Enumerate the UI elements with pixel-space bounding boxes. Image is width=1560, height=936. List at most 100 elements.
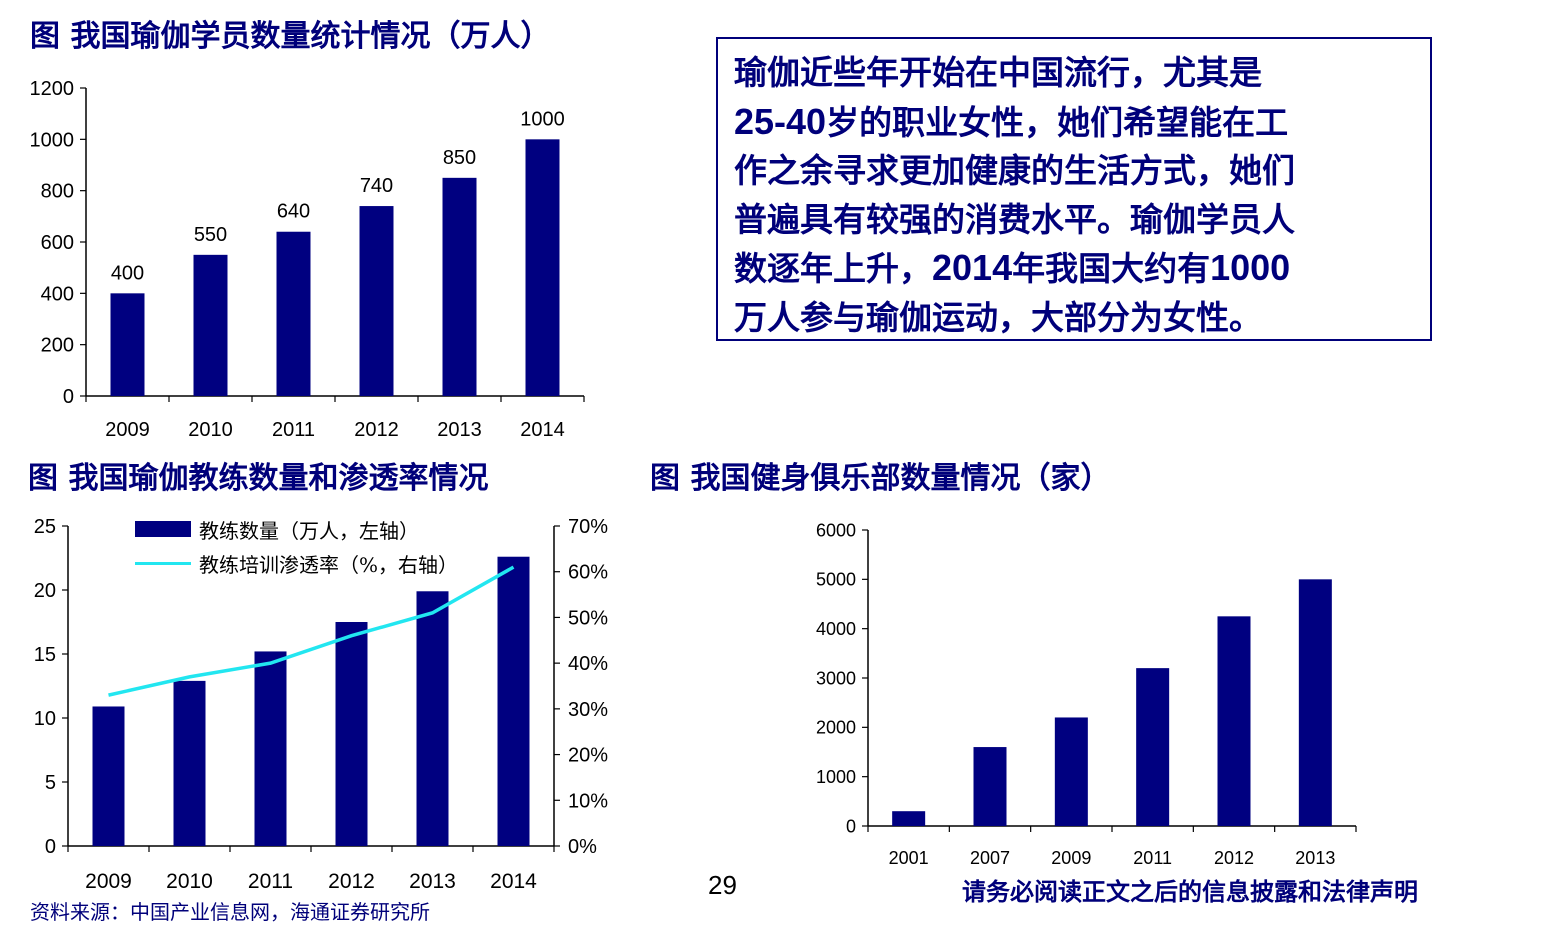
callout-text: 数逐年上升，: [734, 249, 932, 288]
legend-line-label: 教练培训渗透率（%，右轴）: [199, 552, 459, 577]
x-tick-label: 2013: [409, 870, 456, 893]
callout-line: 普遍具有较强的消费水平。瑜伽学员人: [734, 196, 1418, 245]
chart2-legend: 教练数量（万人，左轴） 教练培训渗透率（%，右轴）: [135, 512, 458, 580]
bar: [173, 680, 206, 846]
y2-tick-label: 30%: [568, 699, 608, 721]
callout-line: 25-40岁的职业女性，她们希望能在工: [734, 98, 1418, 148]
bar: [525, 139, 560, 397]
x-tick-label: 2010: [166, 870, 213, 893]
x-tick-label: 2011: [272, 419, 315, 441]
legend-line-swatch: [135, 561, 191, 565]
y2-tick-label: 10%: [568, 790, 608, 812]
clubs-bar-chart: 0 1000 2000 3000 4000 5000 6000 2001 2007 2009 201…: [816, 520, 1357, 868]
x-tick-label: 2012: [1214, 848, 1254, 868]
x-tick-label: 2014: [490, 870, 537, 893]
bar: [442, 177, 477, 396]
bar: [110, 293, 145, 396]
callout-text: 普遍具有较强的消费水平。瑜伽学员人: [734, 199, 1295, 239]
y-tick-label: 200: [41, 335, 74, 357]
x-tick-label: 2011: [248, 870, 293, 893]
callout-text: 1000: [1210, 247, 1291, 288]
y-tick-label: 6000: [816, 520, 856, 540]
source-note: 资料来源：中国产业信息网，海通证券研究所: [30, 900, 430, 924]
x-tick-label: 2012: [328, 870, 375, 893]
bar: [92, 706, 125, 846]
x-tick-label: 2011: [1133, 848, 1172, 868]
y-tick-label: 5: [45, 772, 56, 794]
x-tick-label: 2007: [970, 848, 1010, 868]
y-tick-label: 25: [34, 516, 56, 538]
y-tick-label: 0: [63, 386, 74, 408]
callout-text: 2014: [932, 247, 1013, 288]
x-tick-label: 2009: [105, 419, 150, 441]
y2-tick-label: 20%: [568, 745, 608, 767]
y-tick-label: 5000: [816, 570, 856, 590]
penetration-line: [108, 565, 515, 697]
callout-text: 岁的职业女性，她们希望能在工: [826, 102, 1289, 142]
y-tick-label: 15: [34, 644, 56, 666]
y-tick-label: 20: [34, 580, 56, 602]
data-label: 1000: [520, 108, 565, 130]
callout-line: 瑜伽近些年开始在中国流行，尤其是: [734, 49, 1418, 98]
bar: [892, 811, 926, 826]
data-label: 550: [194, 224, 227, 246]
callout-line: 万人参与瑜伽运动，大部分为女性。: [734, 294, 1418, 343]
y2-tick-label: 60%: [568, 562, 608, 584]
students-bar-chart: 0 200 400 600 800 1000 1200 2009 400 2010 550 2011 6…: [30, 78, 585, 441]
bar: [1217, 616, 1251, 826]
bar: [335, 622, 368, 846]
legal-notice: 请务必阅读正文之后的信息披露和法律声明: [962, 877, 1418, 906]
x-tick-label: 2012: [354, 419, 399, 441]
bar: [497, 556, 530, 846]
y2-tick-label: 70%: [568, 516, 608, 538]
bar: [1136, 668, 1170, 826]
legend-bar-label: 教练数量（万人，左轴）: [199, 518, 419, 543]
y-tick-label: 10: [34, 708, 56, 730]
callout-text: 万人参与瑜伽运动，大部分为女性。: [734, 297, 1262, 337]
y-tick-label: 1200: [30, 78, 75, 100]
bar: [1054, 717, 1088, 826]
data-label: 850: [443, 147, 476, 169]
y-tick-label: 0: [846, 816, 856, 836]
bar: [254, 651, 287, 846]
y-tick-label: 4000: [816, 619, 856, 639]
y-tick-label: 600: [41, 232, 74, 254]
x-tick-label: 2013: [1295, 848, 1335, 868]
x-tick-label: 2013: [437, 419, 482, 441]
callout-text: 作之余寻求更加健康的生活方式，她们: [734, 151, 1295, 190]
y-tick-label: 0: [45, 836, 56, 858]
bar: [193, 254, 228, 396]
legend-bar-swatch: [135, 521, 191, 537]
chart3-title: 图 我国健身俱乐部数量情况（家）: [650, 461, 1111, 496]
chart2-title: 图 我国瑜伽教练数量和渗透率情况: [28, 461, 489, 496]
x-tick-label: 2014: [520, 419, 565, 441]
summary-callout: 瑜伽近些年开始在中国流行，尤其是 25-40岁的职业女性，她们希望能在工 作之余寻求…: [716, 37, 1432, 341]
callout-line: 数逐年上升，2014年我国大约有1000: [734, 244, 1418, 294]
callout-text: 瑜伽近些年开始在中国流行，尤其是: [734, 53, 1262, 92]
bar: [276, 231, 311, 396]
y-tick-label: 800: [41, 181, 74, 203]
data-label: 740: [360, 175, 393, 197]
bar: [359, 206, 394, 396]
callout-text: 年我国大约有: [1012, 249, 1211, 288]
y-tick-label: 400: [41, 283, 74, 305]
y2-tick-label: 50%: [568, 607, 608, 629]
callout-text: 25-40: [734, 100, 827, 142]
y2-tick-label: 40%: [568, 653, 608, 675]
y-tick-label: 1000: [816, 767, 856, 787]
x-tick-label: 2001: [889, 848, 929, 868]
x-tick-label: 2009: [1051, 848, 1091, 868]
y-tick-label: 3000: [816, 668, 856, 688]
coaches-combo-chart: 0 5 10 15 20 25 2009 2010 2011 2012 2013 2014 0% 10% 2…: [34, 516, 608, 893]
chart1-title: 图 我国瑜伽学员数量统计情况（万人）: [30, 19, 551, 54]
y-tick-label: 1000: [30, 129, 75, 151]
data-label: 400: [111, 262, 144, 284]
y2-tick-label: 0%: [568, 836, 597, 858]
bar: [973, 747, 1007, 826]
x-tick-label: 2010: [188, 419, 233, 441]
bar: [416, 591, 449, 846]
page-number: 29: [708, 870, 737, 900]
callout-line: 作之余寻求更加健康的生活方式，她们: [734, 147, 1418, 196]
bar: [1298, 579, 1332, 826]
data-label: 640: [277, 201, 310, 223]
